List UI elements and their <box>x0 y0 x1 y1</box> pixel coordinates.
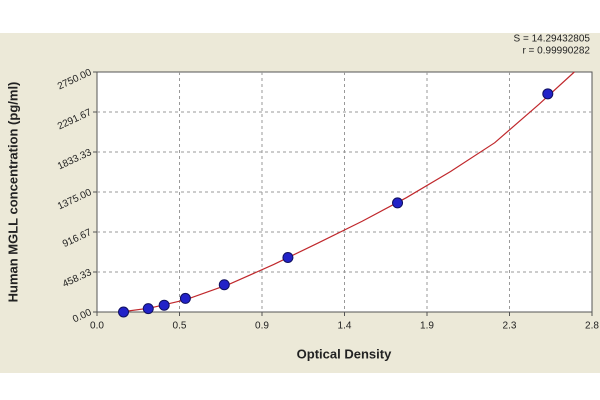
x-tick-label: 2.3 <box>503 321 517 332</box>
x-axis-label: Optical Density <box>297 346 392 361</box>
data-point <box>179 292 191 304</box>
stat-r: r = 0.99990282 <box>522 46 590 57</box>
x-tick-label: 0.9 <box>255 321 269 332</box>
data-point <box>392 197 404 209</box>
data-point <box>142 303 154 315</box>
data-point <box>282 251 294 263</box>
x-tick-label: 0.5 <box>173 321 187 332</box>
data-point <box>118 306 130 318</box>
y-axis-label: Human MGLL concentration (pg/ml) <box>5 82 20 303</box>
x-tick-label: 1.4 <box>338 321 352 332</box>
data-point <box>158 299 170 311</box>
stat-s: S = 14.29432805 <box>514 34 591 45</box>
data-point <box>542 88 554 100</box>
x-tick-label: 1.9 <box>420 321 434 332</box>
data-point <box>218 279 230 291</box>
x-tick-label: 2.8 <box>585 321 599 332</box>
x-tick-label: 0.0 <box>90 321 104 332</box>
fit-curve <box>123 71 575 313</box>
